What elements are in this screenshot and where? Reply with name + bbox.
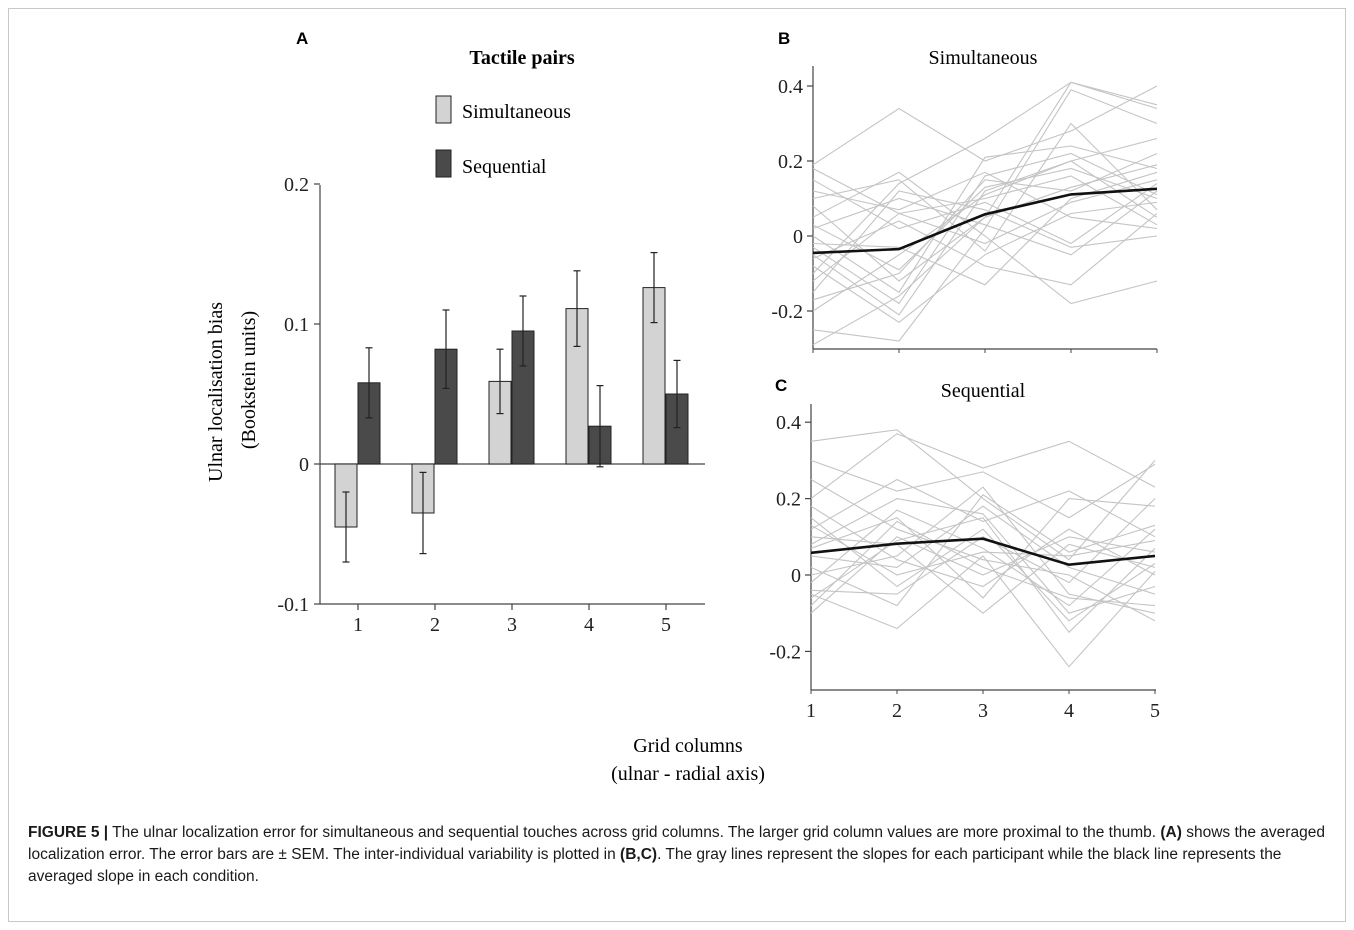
panel-c-line-chart: Sequential 0.4 0.2 0 -0.2 1 2 3 4 5 xyxy=(769,380,1160,722)
y-tick-label-a: 0 xyxy=(299,454,309,476)
participant-line xyxy=(810,555,1156,668)
mean-line xyxy=(810,537,1156,567)
x-tick-label-c: 2 xyxy=(892,700,902,722)
participant-line xyxy=(812,152,1158,305)
participant-line xyxy=(812,168,1158,245)
legend-title: Tactile pairs xyxy=(469,47,575,69)
x-axis-label: Grid columns xyxy=(633,735,743,757)
participant-line xyxy=(810,429,1156,561)
participant-line xyxy=(810,433,1156,500)
x-tick-label-a: 3 xyxy=(507,614,517,636)
y-tick-label-b: -0.2 xyxy=(771,301,803,323)
participant-line xyxy=(812,201,1158,323)
participant-line xyxy=(810,478,1156,538)
figure-caption: FIGURE 5 | The ulnar localization error … xyxy=(28,822,1328,888)
caption-ref-bc: (B,C) xyxy=(620,846,658,863)
x-tick-label-a: 1 xyxy=(353,614,363,636)
y-tick-label-a: -0.1 xyxy=(277,594,309,616)
x-tick-label-a: 5 xyxy=(661,614,671,636)
participant-line xyxy=(810,498,1156,599)
y-axis-label-a: Ulnar localisation bias xyxy=(205,302,227,482)
x-tick-label-a: 4 xyxy=(584,614,594,636)
y-tick-label-a: 0.1 xyxy=(284,314,309,336)
participant-line xyxy=(812,190,1158,256)
participant-line xyxy=(812,137,1158,316)
y-tick-label-b: 0.2 xyxy=(778,151,803,173)
caption-text-2: shows the averaged localization error. T… xyxy=(28,824,1325,863)
participant-line xyxy=(810,459,1156,519)
x-tick-label-a: 2 xyxy=(430,614,440,636)
participant-line xyxy=(812,179,1158,245)
participant-line xyxy=(810,517,1156,622)
panel-a-bar-chart: Tactile pairs Simultaneous Sequential Ul… xyxy=(205,47,705,636)
participant-line xyxy=(810,498,1156,595)
y-tick-label-b: 0 xyxy=(793,226,803,248)
y-tick-label-c: 0.2 xyxy=(776,489,801,511)
participant-line xyxy=(812,171,1158,305)
panel-c-title: Sequential xyxy=(941,380,1026,402)
participant-line xyxy=(812,213,1158,286)
x-tick-label-c: 5 xyxy=(1150,700,1160,722)
y-axis-label-a-units: (Bookstein units) xyxy=(238,311,260,449)
participant-line xyxy=(812,81,1158,274)
legend-swatch-sequential xyxy=(435,149,452,178)
participant-line xyxy=(810,498,1156,614)
x-tick-label-c: 3 xyxy=(978,700,988,722)
participant-line xyxy=(812,85,1158,166)
participant-line xyxy=(812,164,1158,282)
legend-swatch-simultaneous xyxy=(435,95,452,124)
y-tick-label-a: 0.2 xyxy=(284,174,309,196)
panel-b-title: Simultaneous xyxy=(929,47,1038,69)
participant-line xyxy=(812,89,1158,342)
participant-line xyxy=(812,171,1158,230)
caption-label: FIGURE 5 | xyxy=(28,824,109,841)
panel-letter-a: A xyxy=(296,29,308,48)
mean-line xyxy=(812,187,1158,255)
x-tick-label-c: 1 xyxy=(806,700,816,722)
panel-b-line-chart: Simultaneous 0.4 0.2 0 -0.2 xyxy=(771,47,1158,353)
figure: A B C Tactile pairs Simultaneous Sequent… xyxy=(205,29,1160,785)
participant-line xyxy=(810,505,1156,595)
panel-letter-b: B xyxy=(778,29,790,48)
participant-line xyxy=(810,536,1156,614)
caption-ref-a: (A) xyxy=(1160,824,1182,841)
panel-letter-c: C xyxy=(775,376,787,395)
y-tick-label-c: 0 xyxy=(791,565,801,587)
y-tick-label-b: 0.4 xyxy=(778,76,803,98)
participant-line xyxy=(810,509,1156,607)
participant-line xyxy=(810,479,1156,622)
x-tick-label-c: 4 xyxy=(1064,700,1074,722)
y-tick-label-c: -0.2 xyxy=(769,641,801,663)
participant-line xyxy=(810,524,1156,576)
participant-line xyxy=(812,167,1158,271)
participant-line xyxy=(810,520,1156,607)
caption-text-3: . The gray lines represent the slopes fo… xyxy=(28,846,1282,885)
participant-line xyxy=(812,190,1158,293)
caption-text-1: The ulnar localization error for simulta… xyxy=(108,824,1161,841)
figure-frame xyxy=(8,8,1346,922)
participant-line xyxy=(810,505,1156,588)
y-tick-label-c: 0.4 xyxy=(776,412,801,434)
legend-label-simultaneous: Simultaneous xyxy=(462,101,571,123)
x-axis-label-sub: (ulnar - radial axis) xyxy=(611,763,765,785)
participant-line xyxy=(812,122,1158,252)
participant-line xyxy=(812,171,1158,286)
legend-label-sequential: Sequential xyxy=(462,156,547,178)
